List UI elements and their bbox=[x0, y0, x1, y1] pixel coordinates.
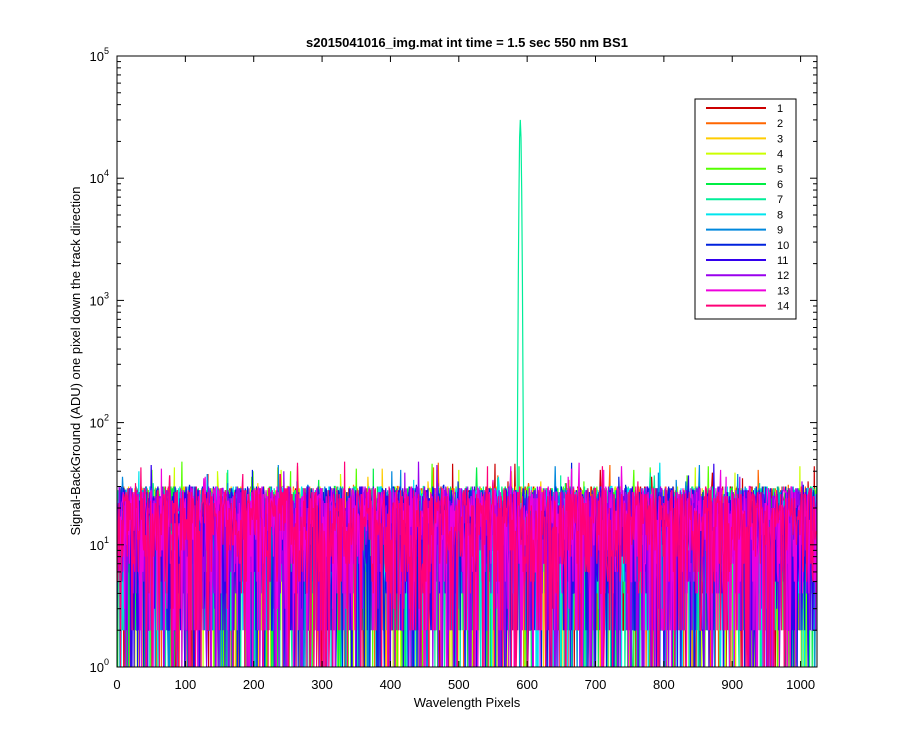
x-tick-label: 400 bbox=[380, 677, 402, 692]
legend-label-9: 9 bbox=[777, 225, 783, 237]
legend-label-10: 10 bbox=[777, 240, 789, 252]
y-tick-exponent: 4 bbox=[104, 168, 109, 178]
y-tick-label: 102 bbox=[90, 413, 109, 431]
y-tick-label: 104 bbox=[90, 168, 109, 186]
y-axis-label: Signal-BackGround (ADU) one pixel down t… bbox=[68, 186, 83, 535]
x-tick-label: 600 bbox=[516, 677, 538, 692]
legend-label-1: 1 bbox=[777, 103, 783, 115]
y-tick-exponent: 0 bbox=[104, 657, 109, 667]
legend-label-11: 11 bbox=[777, 255, 788, 267]
legend-label-2: 2 bbox=[777, 118, 783, 130]
y-tick-label: 105 bbox=[90, 46, 109, 64]
y-tick-exponent: 2 bbox=[104, 413, 109, 423]
x-tick-label: 0 bbox=[113, 677, 120, 692]
x-tick-label: 500 bbox=[448, 677, 470, 692]
y-tick-exponent: 1 bbox=[104, 535, 109, 545]
x-tick-label: 800 bbox=[653, 677, 675, 692]
legend-box bbox=[694, 98, 797, 320]
x-tick-label: 700 bbox=[585, 677, 607, 692]
x-tick-label: 900 bbox=[721, 677, 743, 692]
legend-label-13: 13 bbox=[777, 285, 789, 297]
legend-label-5: 5 bbox=[777, 164, 783, 176]
y-tick-label: 103 bbox=[90, 290, 109, 308]
series-lines bbox=[117, 119, 817, 667]
y-tick-exponent: 5 bbox=[104, 46, 109, 56]
x-tick-label: 200 bbox=[243, 677, 265, 692]
chart-title: s2015041016_img.mat int time = 1.5 sec 5… bbox=[306, 35, 628, 50]
legend-label-14: 14 bbox=[777, 301, 789, 313]
legend-label-3: 3 bbox=[777, 133, 783, 145]
x-tick-label: 100 bbox=[175, 677, 197, 692]
legend-label-12: 12 bbox=[777, 270, 789, 282]
y-tick-exponent: 3 bbox=[104, 290, 109, 300]
legend-label-8: 8 bbox=[777, 209, 783, 221]
legend-label-4: 4 bbox=[777, 149, 783, 161]
x-tick-label: 1000 bbox=[786, 677, 815, 692]
legend-label-7: 7 bbox=[777, 194, 783, 206]
y-tick-label: 101 bbox=[90, 535, 109, 553]
x-tick-label: 300 bbox=[311, 677, 333, 692]
plot-frame bbox=[116, 55, 818, 668]
y-tick-label: 100 bbox=[90, 657, 109, 675]
x-axis-label: Wavelength Pixels bbox=[414, 695, 521, 710]
series-14-line bbox=[117, 461, 817, 667]
legend-label-6: 6 bbox=[777, 179, 783, 191]
x-axis-ticks: 0 100 200 300 400 500 600 700 800 900 1000 bbox=[113, 56, 815, 692]
